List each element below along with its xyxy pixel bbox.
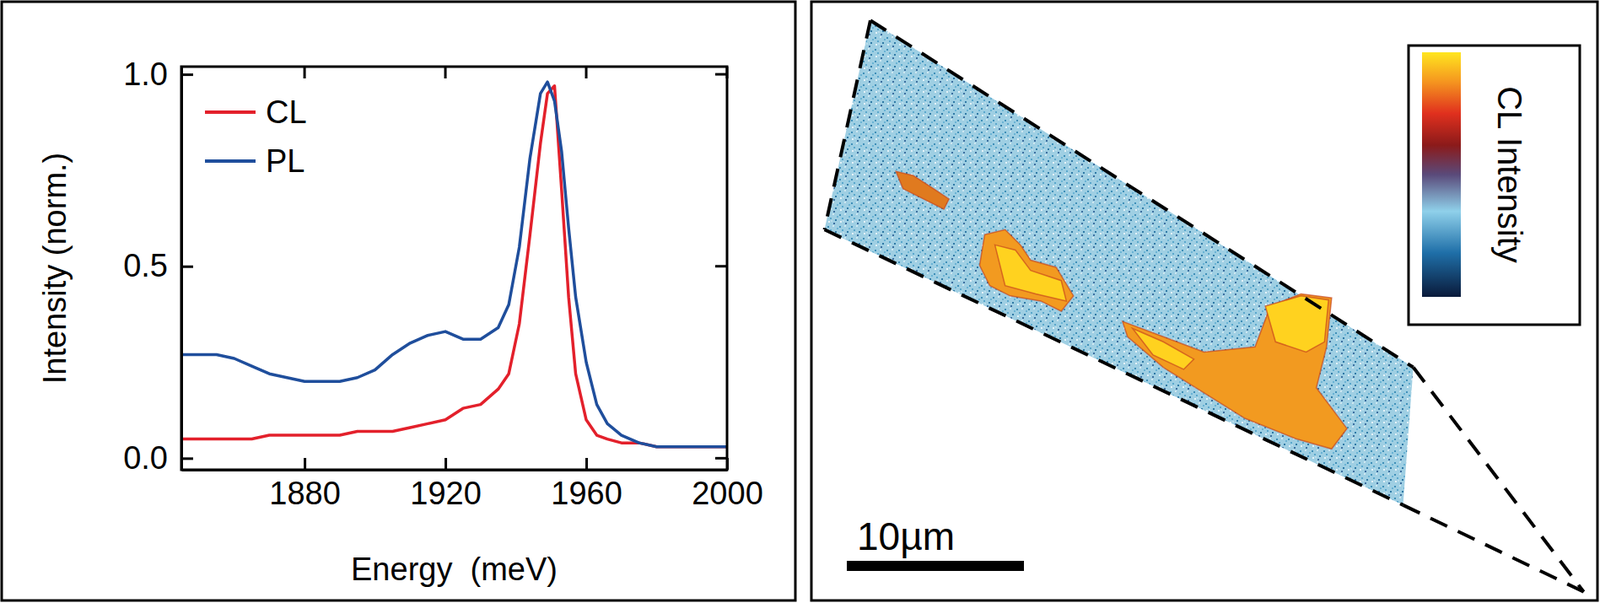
outline — [1413, 367, 1584, 593]
outline — [870, 20, 1414, 367]
x-tick-label: 1920 — [409, 475, 482, 512]
cl-bright-region — [1265, 296, 1329, 353]
line — [181, 81, 728, 447]
y-tick-mark — [181, 73, 194, 76]
x-tick: 2000 — [691, 457, 764, 512]
x-tick-mark-top — [726, 66, 729, 79]
cl-bright-region — [1122, 293, 1347, 449]
outline — [824, 229, 1404, 506]
y-tick-mark — [181, 265, 194, 269]
cl-bright-region — [979, 229, 1073, 312]
x-tick: 1920 — [409, 457, 482, 512]
y-tick-mark-right — [715, 264, 728, 268]
y-tick: 1.0 — [123, 56, 194, 92]
x-axis-line — [182, 468, 728, 472]
x-axis-title: Energy (meV) — [350, 551, 558, 588]
colorbar — [1422, 52, 1461, 297]
cl-bright-region — [1132, 328, 1195, 370]
x-tick-mark-top — [303, 66, 307, 79]
legend: CL PL — [204, 94, 308, 179]
y-axis-line — [180, 67, 184, 471]
panel-frame — [1, 1, 796, 601]
y-tick: 0.5 — [123, 247, 194, 284]
x-tick-mark-top — [585, 66, 588, 79]
y-tick-mark — [181, 457, 194, 460]
y-tick-label: 0.5 — [123, 247, 168, 284]
legend-label: CL — [265, 94, 308, 130]
figure: 1880 1920 1960 2000 0.0 0.5 1.0 Energy (meV) Int… — [0, 0, 1600, 603]
y-axis-title: Intensity (norm.) — [37, 152, 73, 385]
panel-frame — [811, 1, 1598, 601]
x-tick-mark — [303, 457, 307, 470]
series-group — [181, 81, 728, 447]
x-tick: 1880 — [269, 457, 341, 512]
x-tick: 1960 — [550, 457, 623, 512]
legend-swatch — [204, 159, 256, 163]
outline — [1403, 505, 1584, 593]
y-tick-mark-right — [715, 73, 728, 76]
x-tick-mark — [585, 457, 588, 470]
colorbar-frame — [1408, 45, 1580, 325]
x-axis: 1880 1920 1960 2000 — [182, 457, 764, 512]
x-tick-label: 2000 — [691, 475, 764, 512]
x-tick-mark — [444, 457, 448, 470]
y-tick: 0.0 — [123, 440, 194, 476]
outline — [824, 20, 871, 230]
x-tick-label: 1880 — [269, 475, 341, 512]
legend-label: PL — [265, 143, 305, 179]
plot-frame — [181, 66, 728, 470]
y-tick-label: 1.0 — [123, 56, 168, 92]
scale-bar-label: 10µm — [856, 514, 955, 559]
y-axis: 0.0 0.5 1.0 — [123, 56, 194, 476]
colorbar-label: CL Intensity — [1491, 86, 1529, 264]
x-tick-mark-top — [444, 66, 448, 79]
x-tick-label: 1960 — [550, 475, 623, 512]
cl-bright-region — [895, 171, 949, 210]
y-tick-mark-right — [715, 457, 728, 460]
line — [181, 86, 728, 448]
cl-map — [824, 20, 1414, 506]
x-tick-mark — [726, 457, 729, 470]
y-tick-label: 0.0 — [123, 440, 168, 476]
cl-bright-region — [995, 244, 1067, 302]
plot: 1880 1920 1960 2000 0.0 0.5 1.0 Energy (meV) Int… — [37, 56, 764, 588]
scale-bar — [846, 560, 1024, 572]
legend-swatch — [204, 110, 256, 114]
